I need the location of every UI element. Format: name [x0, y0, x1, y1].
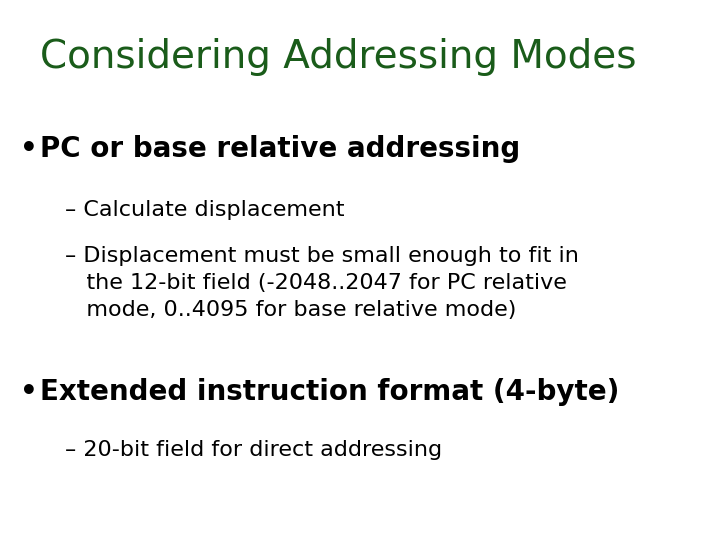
Text: PC or base relative addressing: PC or base relative addressing — [40, 135, 520, 163]
Text: – Displacement must be small enough to fit in
   the 12-bit field (-2048..2047 f: – Displacement must be small enough to f… — [65, 246, 579, 320]
Text: Extended instruction format (4-byte): Extended instruction format (4-byte) — [40, 378, 619, 406]
Text: •: • — [20, 378, 38, 406]
Text: – 20-bit field for direct addressing: – 20-bit field for direct addressing — [65, 440, 442, 460]
Text: •: • — [20, 135, 38, 163]
Text: – Calculate displacement: – Calculate displacement — [65, 200, 344, 220]
Text: Considering Addressing Modes: Considering Addressing Modes — [40, 38, 636, 76]
